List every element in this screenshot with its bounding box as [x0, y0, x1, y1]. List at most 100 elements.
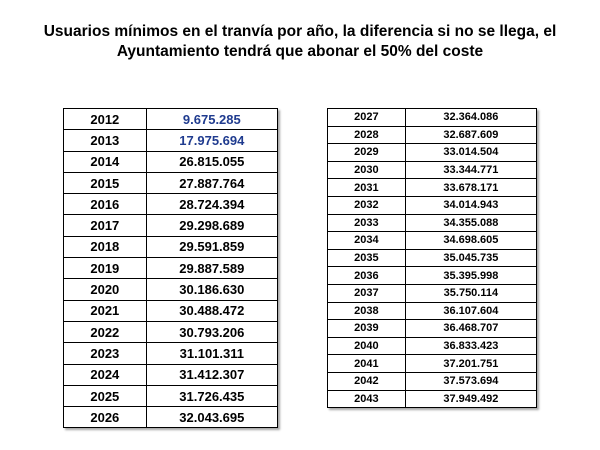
- value-cell: 32.043.695: [145, 406, 279, 429]
- table-row: 2034 34.698.605: [327, 231, 538, 250]
- year-cell: 2024: [63, 363, 147, 386]
- table-row: 2024 31.412.307: [63, 363, 279, 386]
- year-cell: 2032: [327, 195, 406, 215]
- table-body: 2027 32.364.086 2028 32.687.609 2029 33.014…: [327, 108, 538, 409]
- value-cell: 31.726.435: [145, 384, 279, 408]
- table-row: 2037 35.750.114: [327, 283, 538, 303]
- year-cell: 2027: [327, 108, 406, 127]
- year-cell: 2022: [63, 320, 147, 344]
- value-cell: 26.815.055: [145, 150, 279, 173]
- value-cell: 9.675.285: [145, 107, 279, 131]
- table-row: 2029 33.014.504: [327, 143, 538, 162]
- year-cell: 2030: [327, 160, 406, 180]
- value-cell: 37.573.694: [404, 371, 538, 391]
- year-cell: 2033: [327, 213, 406, 233]
- table-row: 2022 30.793.206: [63, 320, 279, 344]
- year-cell: 2018: [63, 235, 147, 259]
- value-cell: 37.949.492: [404, 389, 538, 409]
- value-cell: 36.468.707: [404, 319, 538, 338]
- table-row: 2033 34.355.088: [327, 213, 538, 233]
- value-cell: 35.750.114: [404, 283, 538, 303]
- year-cell: 2014: [63, 150, 147, 173]
- value-cell: 34.355.088: [404, 213, 538, 233]
- table-row: 2018 29.591.859: [63, 235, 279, 259]
- year-cell: 2015: [63, 171, 147, 195]
- value-cell: 32.364.086: [404, 108, 538, 127]
- year-cell: 2016: [63, 193, 147, 216]
- value-cell: 35.395.998: [404, 266, 538, 285]
- year-cell: 2035: [327, 248, 406, 268]
- table-row: 2031 33.678.171: [327, 178, 538, 197]
- table-row: 2019 29.887.589: [63, 257, 279, 280]
- value-cell: 32.687.609: [404, 125, 538, 145]
- table-row: 2038 36.107.604: [327, 301, 538, 321]
- value-cell: 28.724.394: [145, 193, 279, 216]
- table-row: 2039 36.468.707: [327, 319, 538, 338]
- title-line-1: Usuarios mínimos en el tranvía por año, …: [43, 23, 557, 40]
- value-cell: 33.344.771: [404, 160, 538, 180]
- title-line-2: Ayuntamiento tendrá que abonar el 50% de…: [116, 43, 484, 60]
- value-cell: 34.014.943: [404, 195, 538, 215]
- table-row: 2017 29.298.689: [63, 214, 279, 237]
- year-cell: 2038: [327, 301, 406, 321]
- value-cell: 29.591.859: [145, 235, 279, 259]
- table-row: 2028 32.687.609: [327, 125, 538, 145]
- table-row: 2014 26.815.055: [63, 150, 279, 173]
- year-cell: 2029: [327, 143, 406, 162]
- year-cell: 2020: [63, 278, 147, 301]
- value-cell: 30.793.206: [145, 320, 279, 344]
- year-cell: 2017: [63, 214, 147, 237]
- year-cell: 2012: [63, 107, 147, 131]
- year-cell: 2039: [327, 319, 406, 338]
- table-row: 2040 36.833.423: [327, 336, 538, 356]
- value-cell: 30.186.630: [145, 278, 279, 301]
- value-cell: 36.107.604: [404, 301, 538, 321]
- year-cell: 2026: [63, 406, 147, 429]
- value-cell: 33.014.504: [404, 143, 538, 162]
- table-row: 2036 35.395.998: [327, 266, 538, 285]
- year-cell: 2034: [327, 231, 406, 250]
- value-cell: 31.412.307: [145, 363, 279, 386]
- value-cell: 17.975.694: [145, 129, 279, 152]
- table-row: 2032 34.014.943: [327, 195, 538, 215]
- table-row: 2021 30.488.472: [63, 299, 279, 322]
- table-row: 2020 30.186.630: [63, 278, 279, 301]
- year-cell: 2043: [327, 389, 406, 409]
- year-cell: 2037: [327, 283, 406, 303]
- value-cell: 30.488.472: [145, 299, 279, 322]
- year-cell: 2036: [327, 266, 406, 285]
- year-cell: 2025: [63, 384, 147, 408]
- table-row: 2030 33.344.771: [327, 160, 538, 180]
- table-row: 2043 37.949.492: [327, 389, 538, 409]
- table-row: 2035 35.045.735: [327, 248, 538, 268]
- year-cell: 2013: [63, 129, 147, 152]
- year-cell: 2040: [327, 336, 406, 356]
- table-row: 2026 32.043.695: [63, 406, 279, 429]
- table-row: 2013 17.975.694: [63, 129, 279, 152]
- table-row: 2015 27.887.764: [63, 171, 279, 195]
- table-row: 2041 37.201.751: [327, 354, 538, 373]
- table-row: 2027 32.364.086: [327, 108, 538, 127]
- value-cell: 27.887.764: [145, 171, 279, 195]
- value-cell: 31.101.311: [145, 342, 279, 365]
- table-row: 2042 37.573.694: [327, 371, 538, 391]
- year-cell: 2021: [63, 299, 147, 322]
- value-cell: 35.045.735: [404, 248, 538, 268]
- year-cell: 2019: [63, 257, 147, 280]
- value-cell: 34.698.605: [404, 231, 538, 250]
- users-table-2027-2043: 2027 32.364.086 2028 32.687.609 2029 33.014…: [327, 108, 538, 409]
- year-cell: 2042: [327, 371, 406, 391]
- value-cell: 33.678.171: [404, 178, 538, 197]
- table-row: 2023 31.101.311: [63, 342, 279, 365]
- table-row: 2016 28.724.394: [63, 193, 279, 216]
- value-cell: 37.201.751: [404, 354, 538, 373]
- value-cell: 36.833.423: [404, 336, 538, 356]
- table-row: 2012 9.675.285: [63, 107, 279, 131]
- value-cell: 29.887.589: [145, 257, 279, 280]
- year-cell: 2031: [327, 178, 406, 197]
- year-cell: 2028: [327, 125, 406, 145]
- table-row: 2025 31.726.435: [63, 384, 279, 408]
- page-title: Usuarios mínimos en el tranvía por año, …: [0, 22, 600, 62]
- year-cell: 2041: [327, 354, 406, 373]
- users-table-2012-2026: 2012 9.675.285 2013 17.975.694 2014 26.815.…: [63, 107, 279, 429]
